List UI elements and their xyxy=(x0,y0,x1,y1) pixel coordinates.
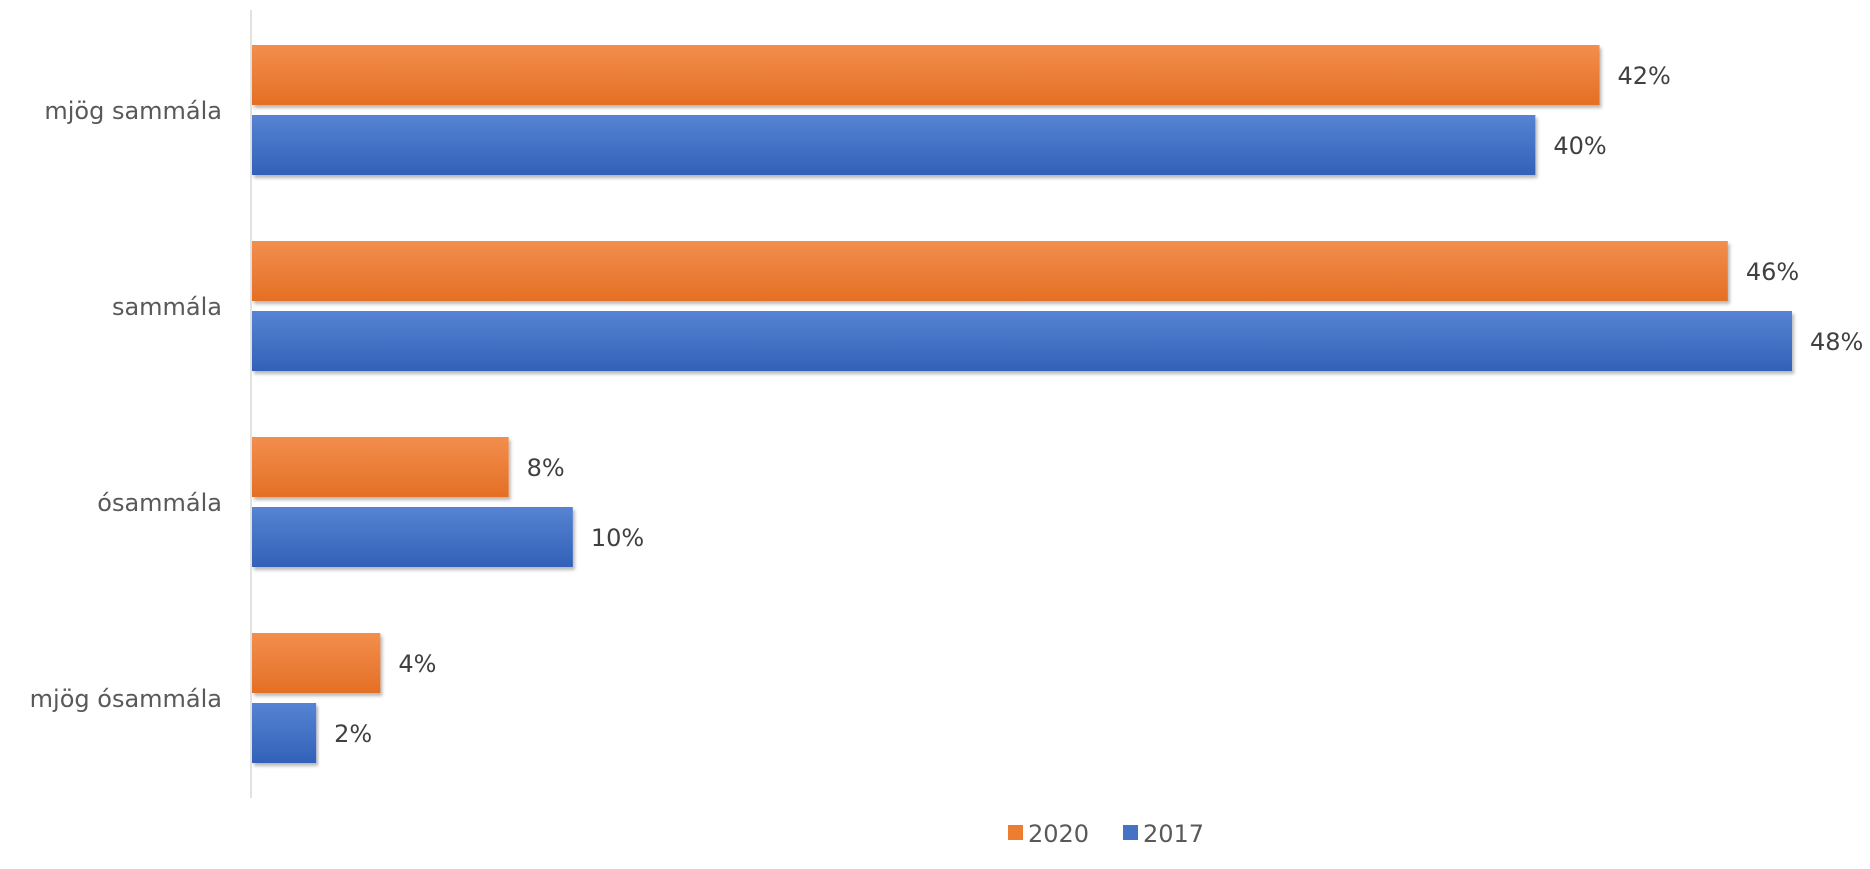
legend-label: 2017 xyxy=(1143,820,1204,848)
labels-layer: mjög sammála 42% 40% sammála 46% 48% ósammála 8… xyxy=(30,62,1864,748)
data-label: 8% xyxy=(527,454,565,482)
category-label: mjög sammála xyxy=(44,97,222,125)
category-label: mjög ósammála xyxy=(30,685,222,713)
bar-2017-0 xyxy=(252,115,1536,175)
legend-label: 2020 xyxy=(1028,820,1089,848)
data-label: 10% xyxy=(591,524,644,552)
legend-swatch-2020 xyxy=(1008,825,1023,840)
bar-2020-3 xyxy=(252,633,381,693)
data-label: 48% xyxy=(1810,328,1863,356)
bars-layer xyxy=(252,45,1792,763)
bar-2020-1 xyxy=(252,241,1728,301)
bar-2017-3 xyxy=(252,703,317,763)
data-label: 4% xyxy=(398,650,436,678)
bar-2017-1 xyxy=(252,311,1792,371)
category-label: ósammála xyxy=(97,489,222,517)
data-label: 40% xyxy=(1553,132,1606,160)
data-label: 46% xyxy=(1746,258,1799,286)
legend: 2020 2017 xyxy=(1008,820,1204,848)
bar-2017-2 xyxy=(252,507,573,567)
bar-2020-0 xyxy=(252,45,1600,105)
category-label: sammála xyxy=(112,293,222,321)
bar-2020-2 xyxy=(252,437,509,497)
data-label: 42% xyxy=(1618,62,1671,90)
legend-swatch-2017 xyxy=(1123,825,1138,840)
data-label: 2% xyxy=(334,720,372,748)
